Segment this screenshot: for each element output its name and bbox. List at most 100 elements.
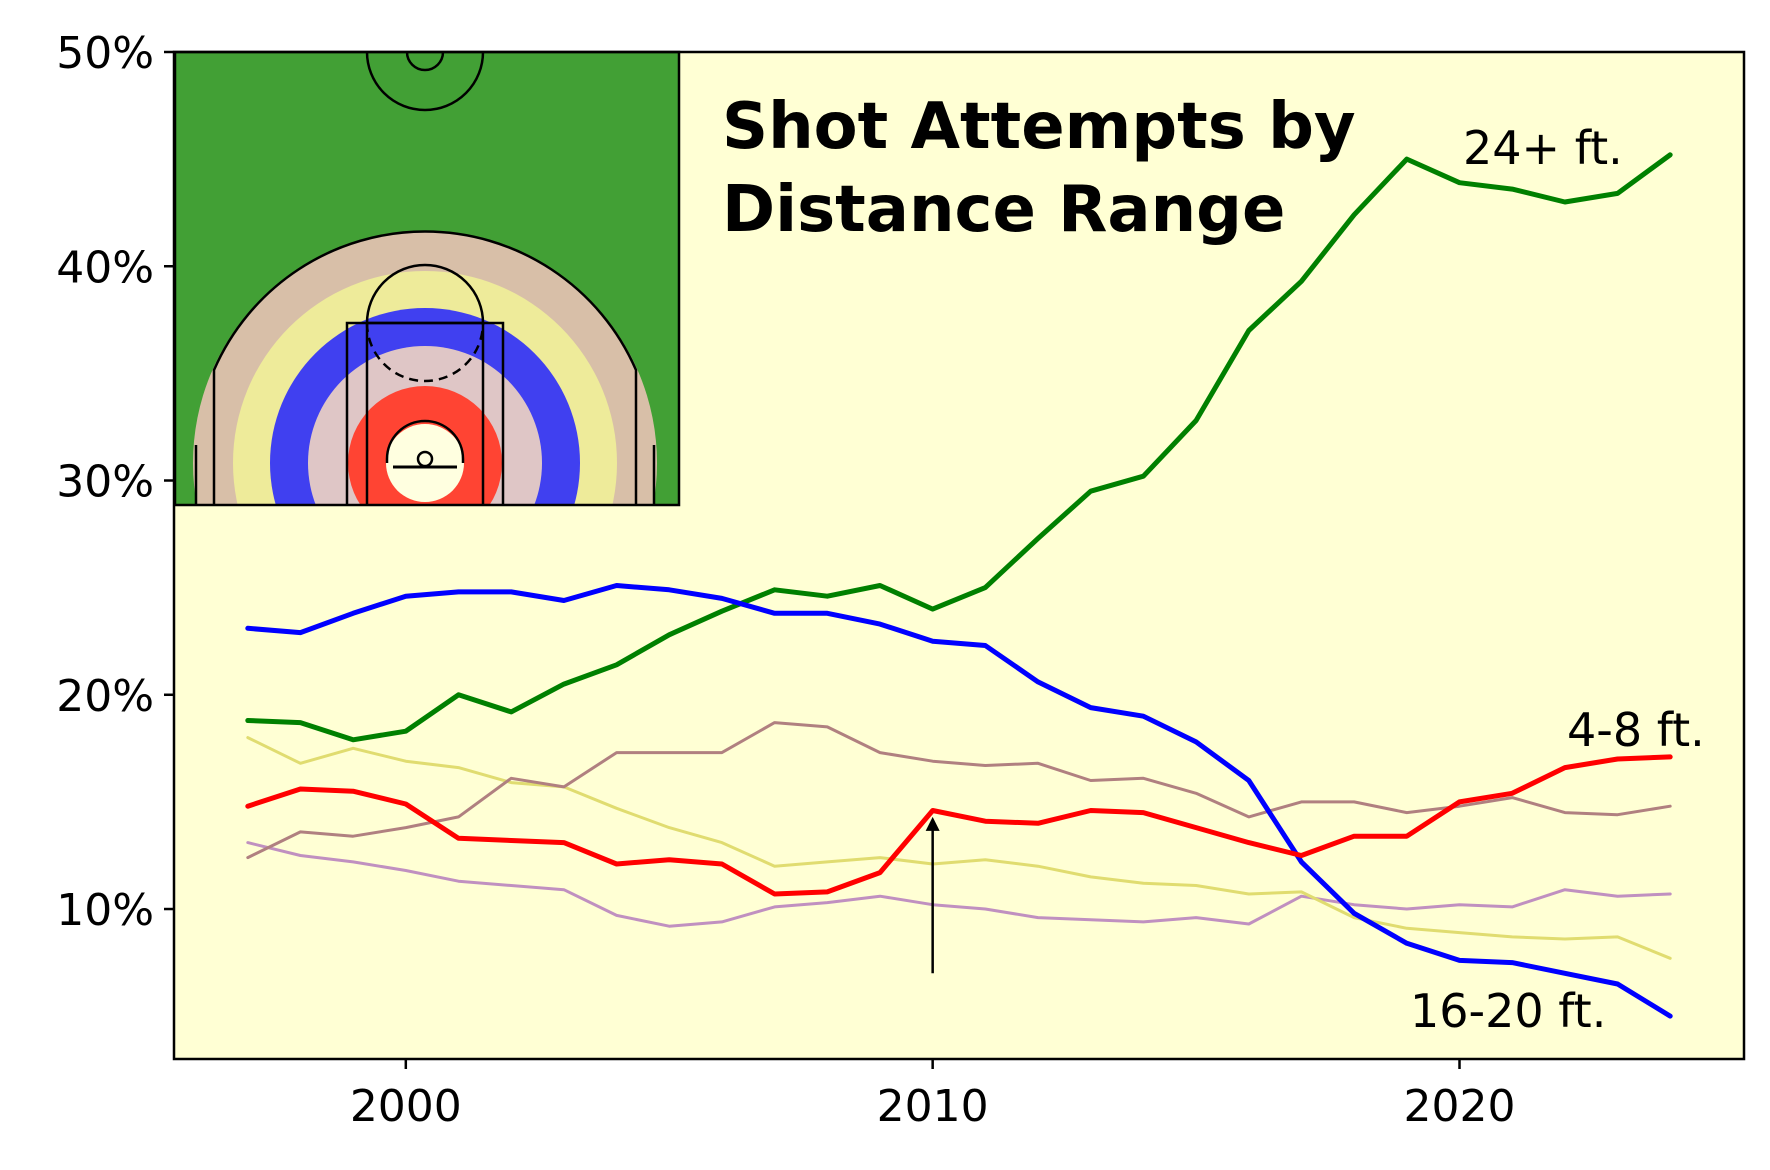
data-point-24-plus-ft-2015	[1195, 419, 1198, 422]
data-point-24-plus-ft-2010	[931, 608, 934, 611]
data-point-4-8-ft-2010	[931, 809, 934, 812]
data-point-16-20-ft-2012	[1037, 680, 1039, 683]
data-point-20-24-ft-2006	[720, 841, 723, 844]
data-point-0-4-ft-2014	[1142, 777, 1145, 780]
data-point-8-16-ft-2007	[773, 905, 776, 908]
data-point-4-8-ft-2021	[1511, 792, 1514, 795]
data-point-24-plus-ft-2013	[1089, 490, 1092, 493]
data-point-8-16-ft-2012	[1037, 916, 1039, 919]
data-point-16-20-ft-2011	[984, 644, 987, 647]
data-point-4-8-ft-2022	[1563, 766, 1566, 769]
data-point-16-20-ft-2019	[1405, 942, 1408, 945]
data-point-16-20-ft-2022	[1563, 972, 1566, 975]
series-line-24-plus-ft	[245, 152, 1673, 743]
data-point-20-24-ft-2022	[1563, 938, 1566, 940]
data-point-24-plus-ft-2008	[826, 595, 829, 598]
data-point-8-16-ft-2013	[1089, 918, 1092, 921]
data-point-0-4-ft-1999	[352, 835, 355, 838]
data-point-20-24-ft-2015	[1195, 884, 1198, 887]
data-point-20-24-ft-2018	[1353, 916, 1356, 919]
data-point-16-20-ft-2018	[1353, 912, 1356, 915]
data-point-16-20-ft-2003	[562, 599, 565, 602]
data-point-4-8-ft-2008	[826, 890, 829, 893]
data-point-8-16-ft-2006	[720, 920, 723, 923]
data-point-16-20-ft-2004	[615, 584, 618, 587]
center-circle-inner	[405, 52, 445, 72]
data-point-0-4-ft-2012	[1037, 762, 1039, 765]
data-point-4-8-ft-1999	[352, 790, 355, 793]
data-point-4-8-ft-2004	[615, 863, 618, 865]
data-point-4-8-ft-2019	[1405, 835, 1408, 838]
data-point-24-plus-ft-1999	[352, 738, 355, 741]
data-point-4-8-ft-2011	[984, 820, 987, 823]
data-point-16-20-ft-2008	[826, 612, 829, 615]
y-tick-label-40: 40%	[56, 242, 154, 293]
data-point-8-16-ft-2018	[1353, 903, 1356, 906]
data-point-24-plus-ft-2000	[404, 730, 407, 733]
data-point-0-4-ft-2017	[1300, 800, 1303, 803]
x-axis: 2000 2010 2020	[350, 1059, 1515, 1132]
data-point-16-20-ft-1997	[246, 627, 249, 630]
data-point-0-4-ft-2007	[773, 721, 776, 724]
data-point-16-20-ft-2000	[404, 595, 407, 598]
data-point-0-4-ft-2011	[984, 764, 987, 767]
y-tick-label-50: 50%	[56, 28, 154, 79]
data-point-24-plus-ft-2014	[1142, 475, 1145, 478]
data-point-16-20-ft-2017	[1300, 860, 1303, 863]
series-line-4-8-ft	[245, 754, 1673, 897]
data-point-4-8-ft-2017	[1300, 854, 1303, 857]
data-point-20-24-ft-2005	[668, 826, 671, 829]
data-point-0-4-ft-2002	[510, 777, 513, 780]
data-point-0-4-ft-2013	[1089, 779, 1092, 782]
data-point-4-8-ft-2013	[1089, 809, 1092, 812]
series-label-16-20-ft: 16-20 ft.	[1410, 984, 1606, 1038]
data-point-8-16-ft-2005	[668, 925, 671, 928]
data-point-4-8-ft-2002	[510, 839, 513, 842]
data-point-24-plus-ft-2021	[1511, 188, 1514, 191]
data-point-24-plus-ft-2018	[1353, 213, 1356, 216]
annotation-layer	[925, 816, 940, 974]
data-point-16-20-ft-2001	[457, 590, 460, 593]
data-point-20-24-ft-2008	[826, 860, 829, 863]
series-layer	[245, 152, 1673, 1019]
data-point-4-8-ft-2016	[1247, 841, 1250, 844]
y-tick-label-30: 30%	[56, 457, 154, 508]
paint-inner	[365, 321, 485, 505]
data-point-0-4-ft-2021	[1511, 796, 1514, 799]
data-point-8-16-ft-2016	[1247, 923, 1250, 925]
data-point-20-24-ft-2017	[1300, 890, 1303, 893]
data-point-20-24-ft-1997	[246, 736, 249, 739]
data-point-20-24-ft-2009	[879, 856, 881, 859]
data-point-0-4-ft-2010	[931, 760, 934, 763]
x-tick-label-2000: 2000	[350, 1081, 462, 1132]
series-line-8-16-ft	[246, 841, 1672, 928]
data-point-24-plus-ft-2023	[1616, 192, 1619, 195]
data-point-8-16-ft-2015	[1195, 916, 1198, 919]
y-axis: 10% 20% 30% 40% 50%	[56, 28, 174, 936]
data-point-4-8-ft-2009	[879, 871, 881, 874]
data-point-4-8-ft-2018	[1353, 835, 1356, 838]
data-point-24-plus-ft-2006	[720, 610, 723, 613]
data-point-8-16-ft-1998	[299, 854, 302, 857]
data-point-8-16-ft-2022	[1563, 888, 1566, 891]
data-point-20-24-ft-2000	[404, 760, 407, 763]
data-point-24-plus-ft-2016	[1247, 329, 1250, 332]
data-point-4-8-ft-2024	[1669, 755, 1672, 758]
annotation-arrow-head	[925, 816, 940, 831]
data-point-4-8-ft-2003	[562, 841, 565, 844]
data-point-8-16-ft-2008	[826, 901, 829, 904]
data-point-20-24-ft-2024	[1669, 957, 1672, 960]
data-point-0-4-ft-2008	[826, 725, 829, 728]
data-point-16-20-ft-2023	[1616, 983, 1619, 985]
data-point-8-16-ft-2001	[457, 880, 460, 883]
hoop	[416, 450, 434, 468]
chart-title-line-2: Distance Range	[722, 173, 1285, 247]
plot-frame	[172, 50, 1746, 1061]
data-point-0-4-ft-2001	[457, 815, 460, 818]
data-point-20-24-ft-2011	[984, 858, 987, 861]
data-point-24-plus-ft-2022	[1563, 201, 1566, 203]
data-point-16-20-ft-2002	[510, 590, 513, 593]
data-point-16-20-ft-2009	[879, 623, 881, 626]
data-point-24-plus-ft-2020	[1458, 181, 1461, 184]
